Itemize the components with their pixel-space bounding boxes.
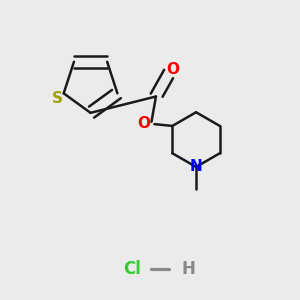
Text: Cl: Cl <box>123 260 141 278</box>
Text: H: H <box>182 260 196 278</box>
Text: O: O <box>138 116 151 131</box>
Text: O: O <box>167 62 180 77</box>
Text: S: S <box>52 91 63 106</box>
Text: N: N <box>190 159 202 174</box>
